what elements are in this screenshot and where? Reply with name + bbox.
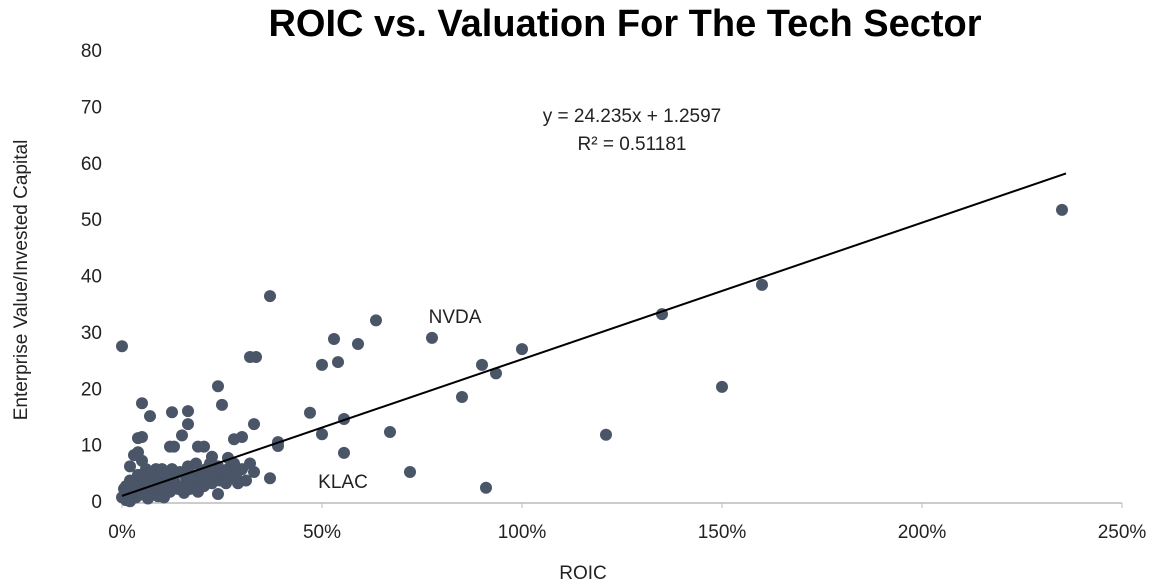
point xyxy=(456,391,468,404)
point xyxy=(176,429,188,442)
point xyxy=(190,457,202,470)
y-tick-label: 30 xyxy=(81,323,102,344)
point xyxy=(490,367,502,380)
point xyxy=(248,465,260,478)
y-tick-label: 10 xyxy=(81,436,102,457)
point xyxy=(124,495,136,508)
point xyxy=(128,449,140,462)
point xyxy=(480,481,492,494)
point xyxy=(352,338,364,351)
point xyxy=(166,406,178,419)
x-axis-title: ROIC xyxy=(559,563,607,584)
point xyxy=(212,380,224,393)
annotation: KLAC xyxy=(318,472,368,493)
point xyxy=(316,428,328,441)
annotation: y = 24.235x + 1.2597 xyxy=(543,106,722,127)
point xyxy=(716,380,728,393)
point xyxy=(144,410,156,423)
point xyxy=(264,290,276,303)
point xyxy=(756,278,768,291)
x-tick-label: 100% xyxy=(498,522,547,543)
point xyxy=(426,331,438,344)
y-tick-label: 40 xyxy=(81,267,102,288)
point xyxy=(370,314,382,327)
point xyxy=(198,440,210,453)
point xyxy=(328,332,340,345)
point xyxy=(516,343,528,356)
point xyxy=(124,460,136,473)
y-tick-label: 20 xyxy=(81,379,102,400)
point xyxy=(248,418,260,431)
annotation: R² = 0.51181 xyxy=(578,134,687,155)
point xyxy=(132,432,144,445)
x-tick-label: 200% xyxy=(898,522,947,543)
chart-title: ROIC vs. Valuation For The Tech Sector xyxy=(268,3,981,45)
y-tick-label: 50 xyxy=(81,210,102,231)
point xyxy=(304,406,316,419)
point xyxy=(116,340,128,353)
point xyxy=(338,446,350,459)
point xyxy=(332,356,344,369)
point xyxy=(182,418,194,431)
x-tick-label: 250% xyxy=(1098,522,1147,543)
annotation: NVDA xyxy=(429,307,482,328)
point xyxy=(212,487,224,500)
point xyxy=(1056,203,1068,216)
point xyxy=(384,425,396,438)
point xyxy=(182,405,194,418)
point xyxy=(164,440,176,453)
trendline xyxy=(121,172,1067,497)
y-tick-label: 0 xyxy=(91,492,102,513)
y-tick-label: 70 xyxy=(81,97,102,118)
x-tick-label: 150% xyxy=(698,522,747,543)
point xyxy=(136,397,148,410)
x-tick-label: 50% xyxy=(303,522,341,543)
y-axis-title: Enterprise Value/Invested Capital xyxy=(11,140,32,421)
point xyxy=(264,472,276,485)
point xyxy=(216,398,228,411)
point xyxy=(240,474,252,487)
point xyxy=(600,428,612,441)
point xyxy=(404,465,416,478)
point xyxy=(316,358,328,371)
y-tick-label: 80 xyxy=(81,41,102,62)
x-tick-label: 0% xyxy=(108,522,136,543)
point xyxy=(228,433,240,446)
point xyxy=(244,350,256,363)
y-tick-label: 60 xyxy=(81,154,102,175)
point xyxy=(476,358,488,371)
